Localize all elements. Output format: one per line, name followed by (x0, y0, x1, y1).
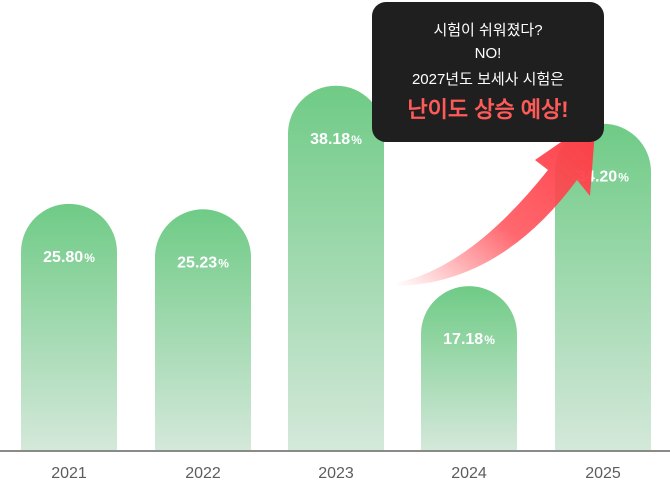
callout-highlight: 난이도 상승 예상! (407, 97, 568, 122)
callout-box: 시험이 쉬워졌다? NO! 2027년도 보세사 시험은 난이도 상승 예상! (372, 2, 604, 142)
callout-line-1: 시험이 쉬워졌다? (433, 22, 542, 39)
trend-arrow-shaft (396, 118, 596, 286)
bar-2024 (421, 286, 517, 450)
bar-2022 (155, 209, 251, 450)
bar-2023 (288, 85, 384, 451)
bars-group (21, 85, 651, 451)
x-tick-2021: 2021 (51, 465, 87, 482)
callout-background (372, 2, 604, 142)
x-tick-2023: 2023 (318, 465, 354, 482)
callout-line-3: 2027년도 보세사 시험은 (412, 71, 564, 88)
value-label-2024: 17.18% (443, 331, 495, 348)
x-tick-2024: 2024 (451, 465, 487, 482)
value-label-2023: 38.18% (310, 131, 362, 148)
bar-2025 (555, 123, 651, 451)
bar-2021 (21, 203, 117, 450)
x-tick-2022: 2022 (185, 465, 221, 482)
value-label-2021: 25.80% (43, 249, 95, 266)
callout-line-2: NO! (475, 45, 502, 62)
x-tick-2025: 2025 (585, 465, 621, 482)
x-ticks-group: 2021 2022 2023 2024 2025 (51, 465, 621, 482)
value-label-2022: 25.23% (177, 254, 229, 271)
